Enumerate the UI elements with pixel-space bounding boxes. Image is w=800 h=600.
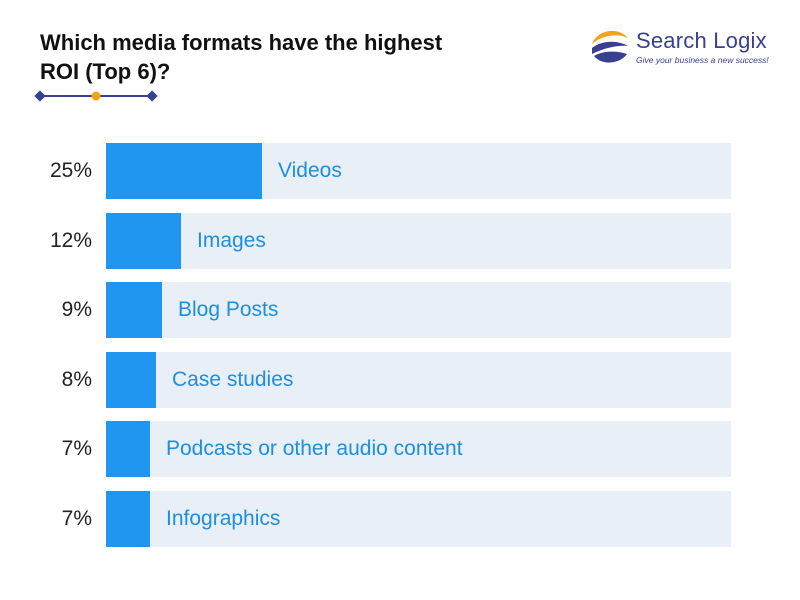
brand-tagline: Give your business a new success! [636,55,769,65]
brand-logo: Search Logix Give your business a new su… [588,24,778,70]
bar-track: Podcasts or other audio content [106,421,731,477]
bar-category-label: Infographics [166,507,281,530]
bar-value-label: 12% [49,229,92,252]
brand-name: Search Logix [636,28,767,53]
bar-row: 8% Case studies [0,352,800,408]
bar-value-label: 9% [61,298,92,321]
chart-title-line-2: ROI (Top 6)? [40,59,171,84]
bar-value-label: 7% [61,437,92,460]
bar-row: 7% Podcasts or other audio content [0,421,800,477]
bar-value-label: 8% [61,368,92,391]
bar-track: Images [106,213,731,269]
brand-logo-icon [591,27,629,65]
bar-row: 12% Images [0,213,800,269]
bar-category-label: Case studies [172,368,294,391]
bar [106,282,162,338]
chart-title: Which media formats have the highest ROI… [40,28,560,86]
bar-category-label: Videos [278,159,342,182]
bar-track: Case studies [106,352,731,408]
bar-track: Infographics [106,491,731,547]
bar [106,143,262,199]
chart-title-line-1: Which media formats have the highest [40,30,443,55]
bar [106,352,156,408]
bar [106,491,150,547]
bar-category-label: Images [197,229,266,252]
title-underline-decoration [34,90,158,102]
bar-row: 9% Blog Posts [0,282,800,338]
bar-track: Videos [106,143,731,199]
bar-category-label: Blog Posts [178,298,279,321]
bar-row: 7% Infographics [0,491,800,547]
bar-category-label: Podcasts or other audio content [166,437,463,460]
bar-track: Blog Posts [106,282,731,338]
bar [106,421,150,477]
bar-row: 25% Videos [0,143,800,199]
bar-value-label: 7% [61,507,92,530]
bar [106,213,181,269]
bar-value-label: 25% [49,159,92,182]
